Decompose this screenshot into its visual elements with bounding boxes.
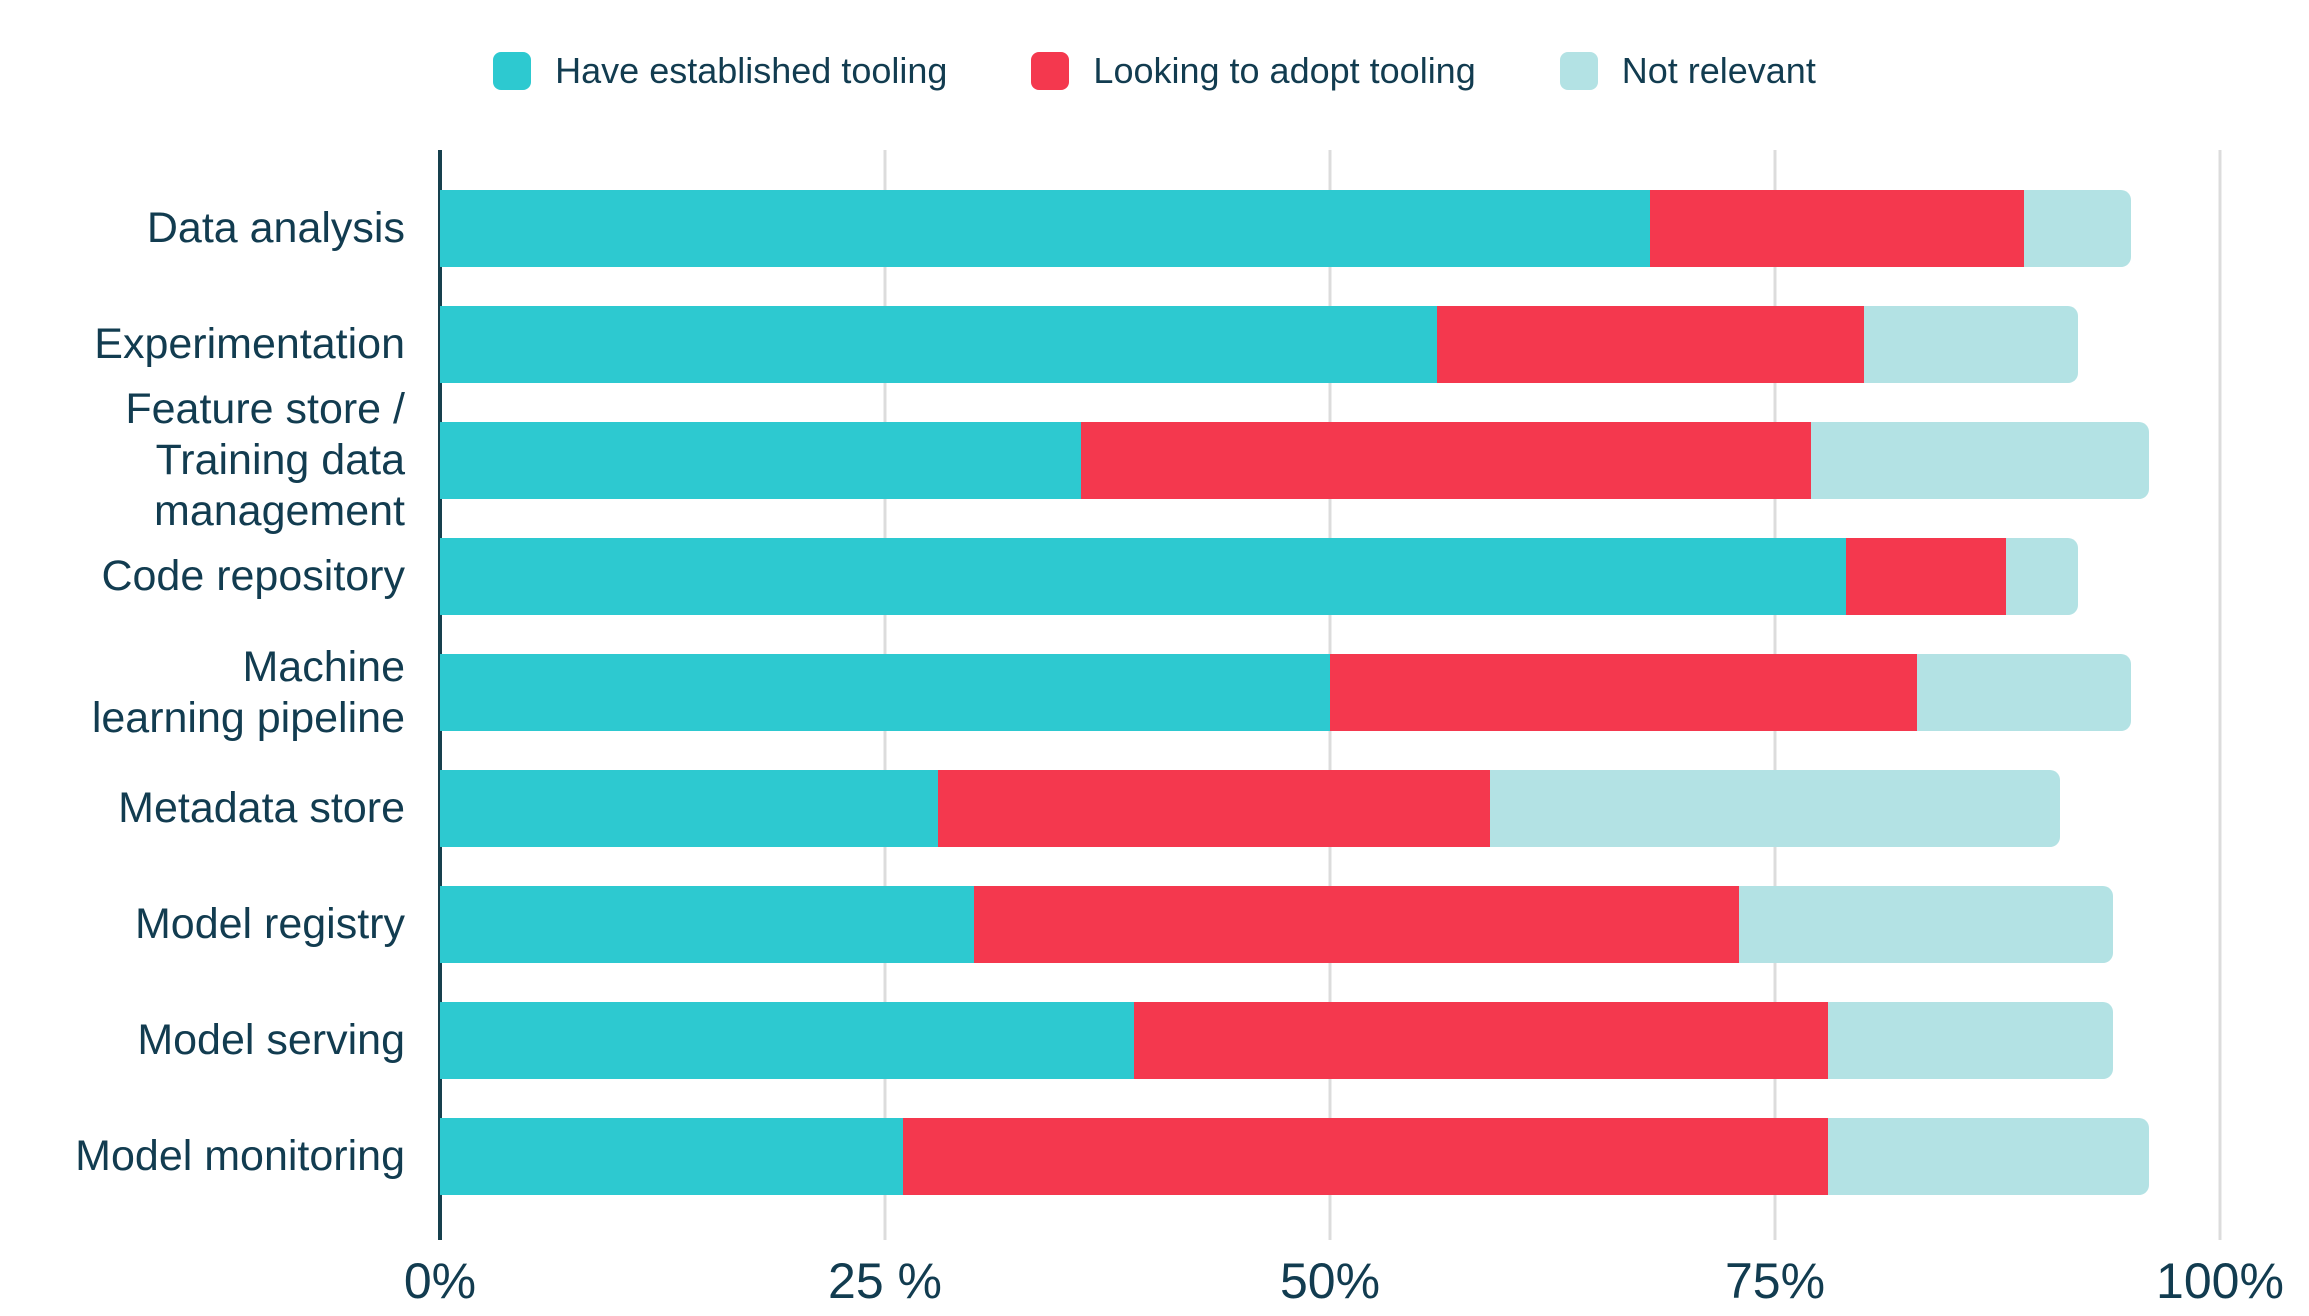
legend-label: Have established tooling	[555, 50, 948, 91]
category-label: Code repository	[101, 552, 405, 601]
category-label: Feature store / Training data management	[125, 385, 405, 535]
bar-segment-adopt	[1846, 538, 2007, 615]
bar-segment-established	[440, 1002, 1135, 1079]
bar-row	[440, 1118, 2220, 1195]
x-axis-ticks: 0% 25 % 50% 75% 100%	[404, 1252, 2284, 1312]
bar-segment-not-relevant	[1917, 654, 2131, 731]
bar-segment-not-relevant	[2024, 190, 2131, 267]
legend-label: Looking to adopt tooling	[1093, 50, 1476, 91]
bar-row	[440, 306, 2220, 383]
category-labels: Data analysis Experimentation Feature stor…	[0, 190, 405, 1195]
bar-segment-adopt	[1330, 654, 1918, 731]
bar-segment-adopt	[1436, 306, 1864, 383]
category-label: Model registry	[134, 900, 405, 949]
bar-segment-not-relevant	[1828, 1118, 2149, 1195]
x-tick: 75%	[1724, 1253, 1826, 1309]
bar-segment-established	[440, 422, 1081, 499]
bar-segment-not-relevant	[1863, 306, 2078, 383]
bar-row	[440, 1002, 2220, 1079]
bar-segment-not-relevant	[1810, 422, 2149, 499]
category-label: Model serving	[137, 1016, 405, 1065]
category-label: Experimentation	[94, 320, 405, 369]
bar-segment-adopt	[902, 1118, 1829, 1195]
legend-swatch-not-relevant	[1559, 52, 1598, 90]
bar-segment-not-relevant	[1490, 770, 2060, 847]
category-label: Metadata store	[118, 784, 405, 833]
bar-row	[440, 886, 2220, 963]
legend-item-established: Have established tooling	[493, 50, 947, 92]
bar-segment-adopt	[1134, 1002, 1829, 1079]
bar-segment-established	[440, 190, 1651, 267]
x-tick: 0%	[403, 1253, 477, 1309]
bar-segment-not-relevant	[1739, 886, 2114, 963]
bar-segment-adopt	[938, 770, 1491, 847]
legend-item-adopt: Looking to adopt tooling	[1031, 50, 1476, 92]
legend-label: Not relevant	[1621, 50, 1816, 91]
legend-item-not-relevant: Not relevant	[1559, 50, 1816, 92]
bar-segment-not-relevant	[1828, 1002, 2114, 1079]
x-tick: 25 %	[828, 1253, 942, 1309]
bar-segment-adopt	[974, 886, 1740, 963]
bar-segment-adopt	[1080, 422, 1811, 499]
x-tick: 50%	[1279, 1253, 1381, 1309]
bar-row	[440, 190, 2220, 267]
category-label: Machine learning pipeline	[91, 642, 405, 742]
bar-row	[440, 422, 2220, 499]
bar-segment-established	[440, 306, 1437, 383]
bar-row	[440, 770, 2220, 847]
bar-segment-established	[440, 770, 939, 847]
bar-segment-not-relevant	[2006, 538, 2078, 615]
bar-segment-adopt	[1650, 190, 2025, 267]
bar-rows	[440, 190, 2220, 1195]
chart-legend: Have established tooling Looking to adop…	[0, 50, 2309, 92]
bar-segment-established	[440, 1118, 903, 1195]
legend-swatch-established	[493, 52, 532, 90]
bar-row	[440, 654, 2220, 731]
bar-segment-established	[440, 886, 974, 963]
plot-area	[438, 150, 2222, 1240]
x-tick: 100%	[2156, 1253, 2284, 1309]
category-label: Model monitoring	[75, 1132, 405, 1181]
bar-row	[440, 538, 2220, 615]
gridline-100	[2218, 150, 2222, 1240]
bar-segment-established	[440, 538, 1847, 615]
bar-segment-established	[440, 654, 1330, 731]
category-label: Data analysis	[146, 204, 405, 253]
legend-swatch-adopt	[1031, 52, 1070, 90]
